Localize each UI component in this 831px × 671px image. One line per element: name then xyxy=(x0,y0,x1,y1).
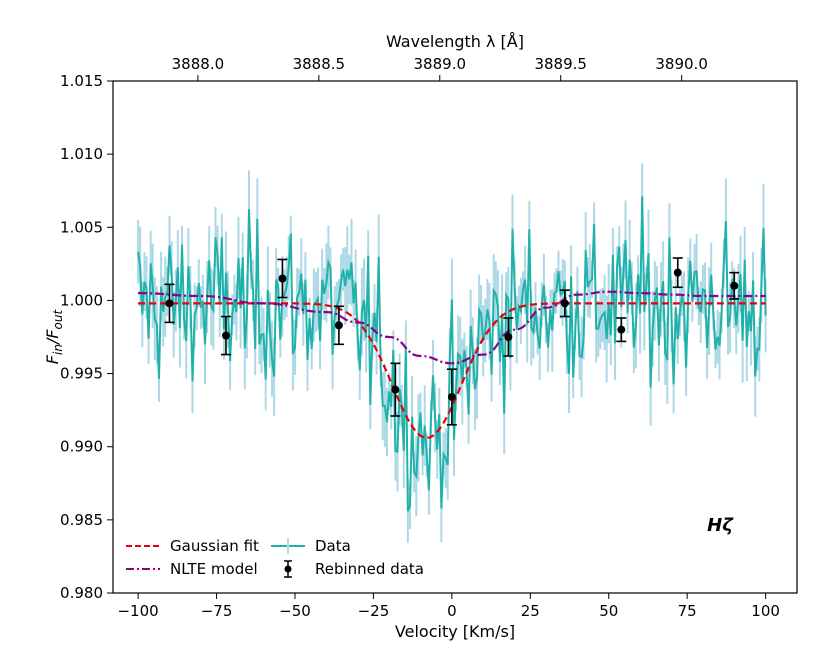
legend-rebinned-marker xyxy=(284,565,292,573)
y-tick-label: 0.990 xyxy=(60,438,103,456)
x-tick-label: −75 xyxy=(201,602,233,620)
x-axis-label: Velocity [Km/s] xyxy=(395,622,515,641)
rebinned-point xyxy=(391,385,400,394)
rebinned-point xyxy=(730,281,739,290)
x-tick-label: 50 xyxy=(599,602,618,620)
data-line xyxy=(137,196,767,512)
y-tick-label: 1.000 xyxy=(60,291,103,309)
rebinned-point xyxy=(617,325,626,334)
h-zeta-annotation: Hζ xyxy=(707,515,734,536)
y-axis-label-slash: / xyxy=(43,337,62,346)
top-tick-label: 3888.5 xyxy=(293,55,346,73)
rebinned-point xyxy=(673,268,682,277)
gaussian-fit-line xyxy=(138,302,766,440)
x-tick-label: −25 xyxy=(358,602,390,620)
y-axis-label: Fin/Fout xyxy=(43,309,65,365)
legend-gaussian-label: Gaussian fit xyxy=(170,537,259,555)
top-tick-label: 3890.0 xyxy=(655,55,708,73)
rebinned-point xyxy=(447,392,456,401)
legend-data-label: Data xyxy=(315,537,351,555)
y-axis-label-main-2: F xyxy=(43,329,62,339)
x-tick-label: −100 xyxy=(117,602,158,620)
legend-rebinned-label: Rebinned data xyxy=(315,560,424,578)
top-tick-label: 3889.5 xyxy=(534,55,587,73)
rebinned-point xyxy=(221,331,230,340)
nlte-model-line xyxy=(138,290,766,365)
top-tick-label: 3888.0 xyxy=(172,55,225,73)
y-axis-label-sub2: out xyxy=(51,309,65,330)
legend: Gaussian fit NLTE model Data Rebinned da… xyxy=(126,537,424,578)
rebinned-point xyxy=(334,321,343,330)
x-tick-label: 0 xyxy=(447,602,457,620)
legend-nlte-label: NLTE model xyxy=(170,560,258,578)
y-axis-label-sub1: in xyxy=(51,344,65,355)
top-x-axis-label: Wavelength λ [Å] xyxy=(386,32,524,51)
y-tick-label: 0.995 xyxy=(60,365,103,383)
top-tick-label: 3889.0 xyxy=(414,55,467,73)
y-tick-label: 1.005 xyxy=(60,218,103,236)
rebinned-point xyxy=(560,299,569,308)
y-tick-label: 1.015 xyxy=(60,72,103,90)
x-tick-label: 25 xyxy=(521,602,540,620)
y-axis-label-main: F xyxy=(43,354,62,364)
x-tick-label: 100 xyxy=(751,602,780,620)
x-tick-label: −50 xyxy=(279,602,311,620)
y-tick-label: 0.985 xyxy=(60,511,103,529)
rebinned-point xyxy=(165,299,174,308)
axes: −100 −75 −50 −25 0 25 50 75 100 0.980 0.985 0.990 0.… xyxy=(60,55,798,620)
rebinned-point xyxy=(278,274,287,283)
plot-frame xyxy=(112,80,798,594)
y-tick-label: 0.980 xyxy=(60,584,103,602)
rebinned-point xyxy=(504,333,513,341)
y-tick-label: 1.010 xyxy=(60,145,103,163)
plot-area xyxy=(137,163,767,543)
x-tick-label: 75 xyxy=(678,602,697,620)
